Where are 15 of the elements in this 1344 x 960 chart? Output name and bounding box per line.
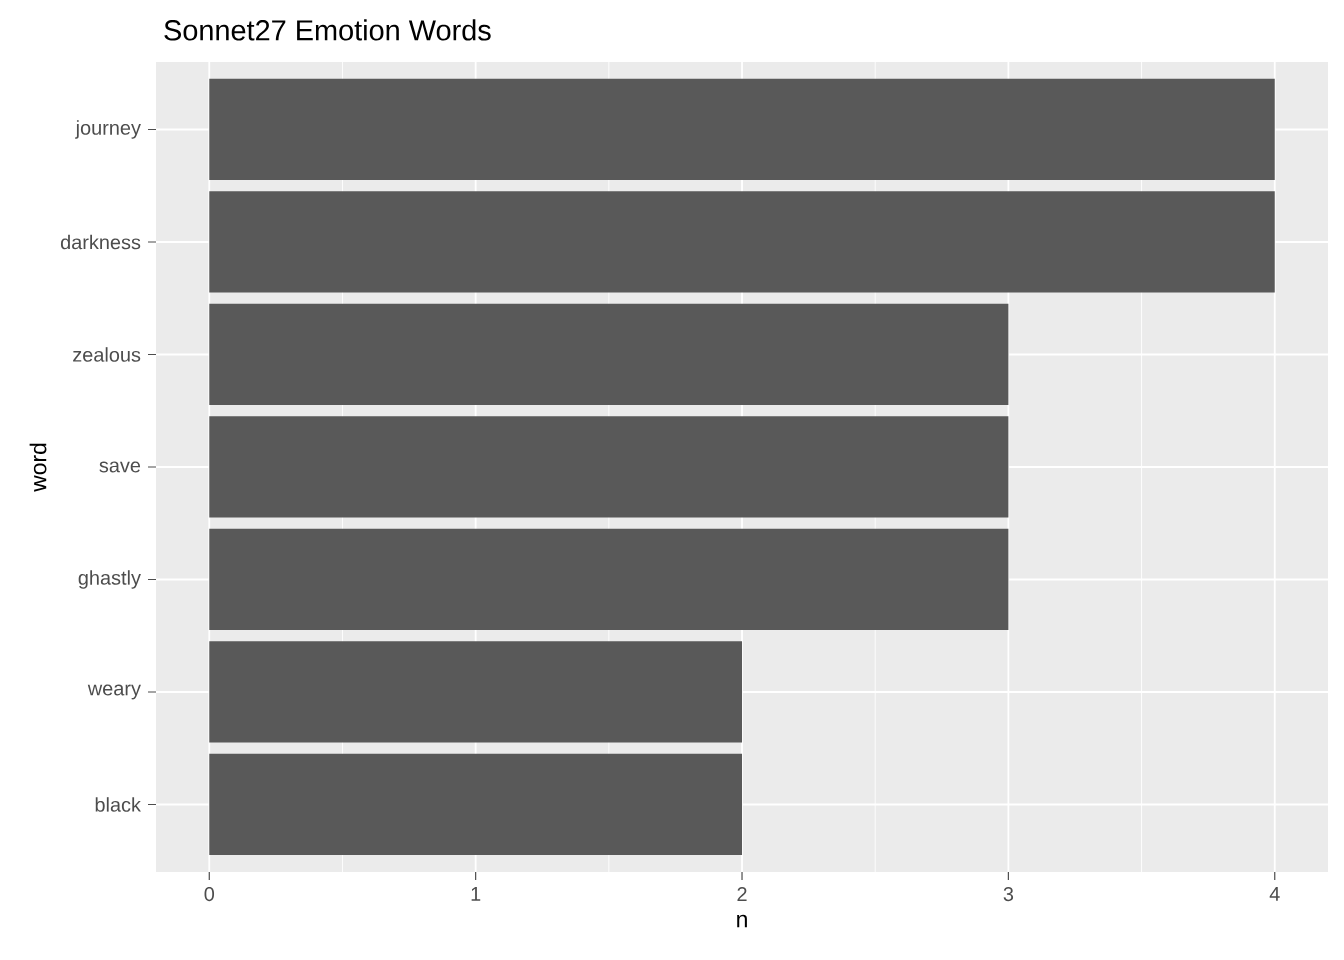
- y-tick-label: ghastly: [78, 570, 141, 589]
- x-tick-label: 2: [737, 887, 747, 901]
- y-axis-title: word: [29, 443, 47, 492]
- y-tick-label: black: [95, 797, 141, 812]
- y-tick-label: zealous: [73, 347, 141, 362]
- x-axis-title: n: [737, 914, 747, 928]
- y-tick-label: weary: [87, 684, 141, 700]
- chart-title: Sonnet27 Emotion Words: [164, 19, 491, 41]
- x-tick-label: 4: [1269, 887, 1280, 901]
- y-tick-label: save: [99, 461, 141, 473]
- x-tick-label: 0: [204, 887, 215, 902]
- x-tick-label: 3: [1003, 887, 1014, 902]
- y-tick-label: darkness: [60, 234, 141, 250]
- y-tick-label: journey: [75, 120, 141, 139]
- x-tick-label: 1: [471, 887, 481, 901]
